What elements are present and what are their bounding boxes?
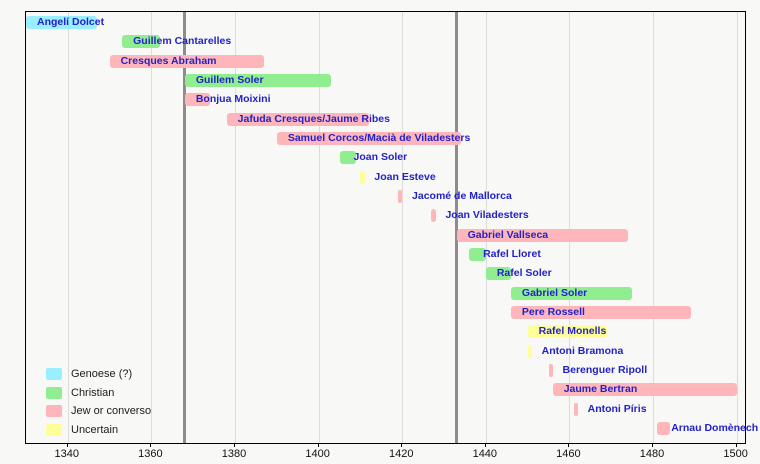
timeline-bar — [573, 402, 578, 416]
legend-label: Christian — [71, 386, 115, 399]
timeline-bar — [485, 267, 511, 281]
timeline-bar — [527, 344, 532, 358]
timeline-bar — [184, 93, 210, 107]
legend-swatch — [46, 424, 62, 437]
timeline-bar — [122, 35, 160, 49]
bar-label: Samuel Corcos/Macià de Viladesters — [287, 131, 471, 144]
bar-label: Rafel Monells — [538, 325, 607, 338]
bar-label: Berenguer Ripoll — [562, 363, 648, 376]
bar-label: Angelí Dolcet — [37, 16, 105, 28]
bar-label: Guillem Cantarelles — [133, 35, 232, 48]
tick-mark — [401, 443, 403, 447]
gridline — [653, 12, 655, 443]
gridline — [569, 12, 571, 443]
timeline-bar — [510, 286, 633, 300]
timeline-bar — [510, 305, 691, 319]
tick-label: 1380 — [221, 448, 247, 460]
legend-label: Genoese (?) — [71, 368, 133, 380]
tick-mark — [735, 443, 737, 447]
timeline-bar — [109, 54, 265, 68]
timeline-bar — [469, 247, 486, 261]
tick-mark — [150, 443, 152, 447]
timeline-bar — [552, 383, 737, 397]
timeline-bar — [431, 209, 436, 223]
timeline-bar — [184, 73, 332, 87]
tick-mark — [317, 443, 319, 447]
legend-label: Uncertain — [71, 424, 119, 437]
bar-label: Joan Viladesters — [445, 209, 529, 222]
bar-label: Joan Esteve — [374, 170, 436, 183]
tick-label: 1500 — [723, 448, 748, 460]
timeline-bar — [339, 151, 357, 165]
bar-label: Antoni Bramona — [541, 344, 624, 357]
tick-label: 1420 — [388, 448, 414, 460]
gridline — [151, 12, 153, 443]
tick-mark — [652, 443, 654, 447]
timeline-bar — [276, 131, 461, 145]
tick-label: 1480 — [639, 448, 665, 460]
bar-label: Gabriel Soler — [521, 286, 588, 299]
legend-swatch — [46, 368, 62, 380]
tick-mark — [484, 443, 486, 447]
epoch-divider-line — [455, 12, 459, 443]
tick-mark — [568, 443, 570, 447]
timeline-bar — [456, 228, 628, 242]
bar-label: Jacomé de Mallorca — [412, 189, 512, 202]
timeline-bar — [657, 421, 670, 435]
gridline — [485, 12, 487, 443]
legend-swatch — [46, 386, 62, 399]
legend-label: Jew or converso — [71, 405, 152, 418]
bar-label: Arnau Domènech — [671, 421, 759, 434]
tick-label: 1460 — [556, 448, 581, 460]
timeline-bar — [527, 325, 608, 339]
legend-swatch — [46, 405, 62, 418]
tick-mark — [234, 443, 235, 447]
timeline-bar — [226, 112, 369, 126]
tick-label: 1340 — [54, 448, 80, 460]
epoch-divider-line — [183, 12, 187, 443]
bar-label: Guillem Soler — [195, 73, 264, 86]
plot-area: Angelí Dolcet Guillem Cantarelles Cresques… — [25, 11, 758, 444]
bar-label: Bonjua Moixini — [195, 93, 271, 106]
timeline-bar — [398, 189, 403, 203]
tick-label: 1400 — [305, 448, 330, 460]
timeline-bar — [26, 16, 98, 29]
bar-label: Pere Rossell — [521, 305, 585, 318]
tick-label: 1360 — [138, 448, 163, 460]
bar-label: Jafuda Cresques/Jaume Ribes — [237, 112, 390, 125]
tick-label: 1440 — [472, 448, 498, 460]
bar-label: Rafel Soler — [496, 267, 552, 280]
tick-mark — [66, 443, 68, 447]
gridline — [67, 12, 69, 443]
gridline — [402, 12, 404, 443]
bar-label: Rafel Lloret — [483, 247, 541, 260]
bar-label: Jaume Bertran — [563, 383, 638, 396]
bar-label: Joan Soler — [353, 151, 408, 164]
bar-label: Antoni Píris — [587, 402, 647, 415]
bar-label: Cresques Abraham — [120, 54, 217, 67]
timeline-bar — [548, 363, 553, 377]
gridline — [736, 12, 738, 443]
timeline-bar — [360, 170, 365, 184]
gridline — [318, 12, 320, 443]
gridline — [235, 12, 236, 443]
bar-label: Gabriel Vallseca — [467, 228, 549, 241]
